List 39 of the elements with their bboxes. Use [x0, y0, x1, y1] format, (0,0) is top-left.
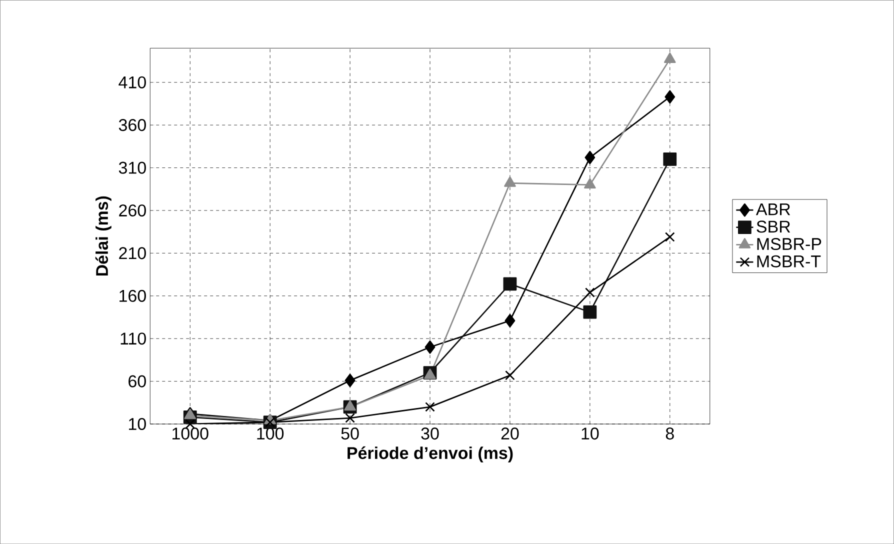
point — [663, 152, 677, 166]
y-tick-label: 210 — [119, 247, 146, 260]
point — [584, 150, 596, 164]
point — [503, 277, 517, 291]
y-tick-label: 160 — [120, 290, 146, 302]
y-tick-label: 10 — [129, 418, 146, 430]
y-tick-label: 360 — [118, 118, 146, 131]
x-tick-label: 1000 — [172, 427, 208, 440]
point — [344, 374, 356, 388]
point — [664, 90, 676, 104]
legend-label: MSBR-T — [757, 255, 821, 268]
point — [425, 402, 435, 412]
point — [504, 176, 516, 187]
point — [504, 314, 516, 328]
x-tick-label: 8 — [666, 427, 674, 440]
legend-label: SBR — [756, 220, 790, 233]
x-tick-label: 50 — [341, 427, 359, 440]
point — [424, 340, 436, 354]
point — [664, 52, 676, 63]
y-tick-label: 260 — [119, 204, 146, 216]
point — [344, 400, 356, 411]
x-axis-title: Période d’envoi (ms) — [348, 446, 513, 462]
y-tick-label: 310 — [118, 162, 146, 174]
point — [424, 368, 436, 379]
x-tick-label: 30 — [421, 427, 439, 440]
point — [664, 232, 675, 242]
y-tick-label: 60 — [128, 375, 146, 388]
point — [345, 413, 355, 423]
point — [584, 287, 595, 298]
legend-label: ABR — [756, 203, 790, 216]
y-tick-label: 410 — [118, 76, 146, 88]
x-tick-label: 20 — [501, 427, 519, 440]
x-tick-label: 10 — [582, 427, 599, 440]
y-tick-label: 110 — [120, 332, 146, 345]
legend-label: MSBR-P — [757, 238, 822, 250]
point — [505, 370, 515, 380]
y-axis-title: Délai (ms) — [95, 196, 112, 276]
point — [583, 305, 597, 319]
point — [584, 178, 596, 188]
